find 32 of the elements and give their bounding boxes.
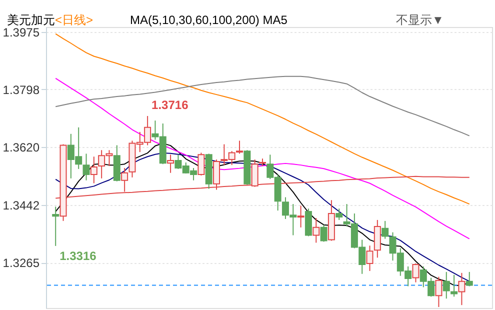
candlestick (336, 208, 343, 220)
candlestick (466, 271, 473, 287)
candlestick (442, 271, 450, 300)
annotation: 1.3316 (60, 248, 97, 263)
candlestick (320, 224, 328, 242)
candlestick (382, 220, 389, 240)
annotation: 1.3716 (152, 98, 189, 112)
candlestick (82, 153, 90, 181)
candlestick (90, 156, 98, 184)
line-series (55, 33, 470, 205)
candlestick (297, 205, 304, 228)
y-tick-label: 1.3265 (2, 256, 40, 270)
y-tick-label: 1.3442 (2, 198, 40, 213)
candlestick (304, 208, 312, 237)
candlestick (52, 206, 60, 246)
y-tick-label: 1.3620 (2, 140, 40, 155)
line-series (55, 78, 470, 240)
candlestick (458, 272, 466, 306)
candlestick (312, 218, 320, 244)
y-tick-label: 1.3798 (2, 82, 40, 97)
text: MA(5,10,30,60,100,200) MA5 (130, 13, 288, 27)
chart-subtitle: <日线> (55, 13, 94, 27)
candlestick (198, 152, 205, 176)
candlestick (435, 276, 442, 308)
text: 不显示▼ (396, 13, 444, 27)
candlestick (167, 154, 174, 174)
line-series (55, 76, 470, 136)
candlestick (366, 245, 374, 272)
y-tick-label: 1.3975 (2, 25, 40, 40)
candlestick (412, 262, 420, 283)
candlestick (374, 219, 381, 258)
chart-title: 美元加元 (7, 13, 55, 27)
